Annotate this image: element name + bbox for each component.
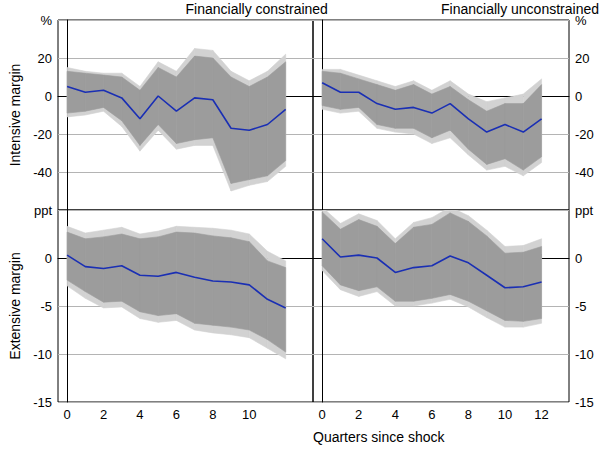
svg-text:4: 4 <box>136 407 143 422</box>
svg-text:0: 0 <box>319 407 326 422</box>
svg-text:%: % <box>575 13 587 28</box>
svg-text:-20: -20 <box>33 127 52 142</box>
svg-text:0: 0 <box>575 251 582 266</box>
svg-text:-40: -40 <box>575 165 594 180</box>
svg-text:Financially unconstrained: Financially unconstrained <box>441 1 599 17</box>
svg-text:ppt: ppt <box>34 203 52 218</box>
svg-text:0: 0 <box>45 89 52 104</box>
svg-text:20: 20 <box>38 51 52 66</box>
svg-text:6: 6 <box>428 407 435 422</box>
svg-text:-5: -5 <box>40 299 52 314</box>
svg-text:2: 2 <box>355 407 362 422</box>
svg-text:4: 4 <box>392 407 399 422</box>
svg-text:-10: -10 <box>575 347 594 362</box>
svg-text:6: 6 <box>173 407 180 422</box>
svg-text:8: 8 <box>209 407 216 422</box>
svg-text:20: 20 <box>575 51 589 66</box>
svg-text:10: 10 <box>242 407 256 422</box>
svg-text:Extensive margin: Extensive margin <box>7 252 23 359</box>
svg-text:Financially constrained: Financially constrained <box>185 1 327 17</box>
svg-text:-15: -15 <box>575 395 594 410</box>
svg-text:0: 0 <box>575 89 582 104</box>
svg-text:-40: -40 <box>33 165 52 180</box>
svg-text:12: 12 <box>534 407 548 422</box>
svg-text:0: 0 <box>45 251 52 266</box>
svg-text:ppt: ppt <box>575 203 593 218</box>
svg-text:-15: -15 <box>33 395 52 410</box>
svg-text:0: 0 <box>63 407 70 422</box>
svg-text:10: 10 <box>498 407 512 422</box>
svg-text:-5: -5 <box>575 299 587 314</box>
svg-text:8: 8 <box>465 407 472 422</box>
svg-text:Intensive margin: Intensive margin <box>7 64 23 167</box>
svg-text:Quarters since shock: Quarters since shock <box>313 429 445 445</box>
svg-text:%: % <box>40 13 52 28</box>
svg-text:2: 2 <box>100 407 107 422</box>
svg-text:-20: -20 <box>575 127 594 142</box>
svg-text:-10: -10 <box>33 347 52 362</box>
